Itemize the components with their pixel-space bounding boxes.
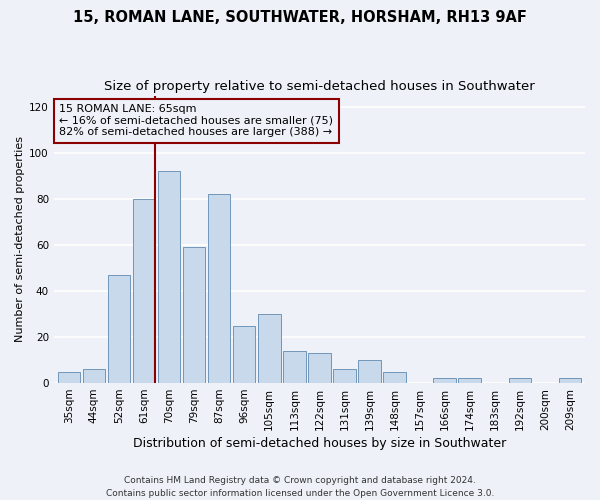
Bar [509, 378, 531, 383]
Bar [158, 172, 181, 383]
Bar [433, 378, 456, 383]
Bar [208, 194, 230, 383]
Text: 15, ROMAN LANE, SOUTHWATER, HORSHAM, RH13 9AF: 15, ROMAN LANE, SOUTHWATER, HORSHAM, RH1… [73, 10, 527, 25]
Bar [283, 351, 305, 383]
Bar [383, 372, 406, 383]
Bar [58, 372, 80, 383]
Bar [83, 370, 105, 383]
Title: Size of property relative to semi-detached houses in Southwater: Size of property relative to semi-detach… [104, 80, 535, 93]
Bar [458, 378, 481, 383]
Bar [107, 275, 130, 383]
Bar [333, 370, 356, 383]
Text: Contains HM Land Registry data © Crown copyright and database right 2024.
Contai: Contains HM Land Registry data © Crown c… [106, 476, 494, 498]
Bar [233, 326, 256, 383]
Bar [559, 378, 581, 383]
Bar [358, 360, 381, 383]
Bar [258, 314, 281, 383]
Bar [183, 248, 205, 383]
Bar [133, 199, 155, 383]
Text: 15 ROMAN LANE: 65sqm
← 16% of semi-detached houses are smaller (75)
82% of semi-: 15 ROMAN LANE: 65sqm ← 16% of semi-detac… [59, 104, 333, 138]
X-axis label: Distribution of semi-detached houses by size in Southwater: Distribution of semi-detached houses by … [133, 437, 506, 450]
Y-axis label: Number of semi-detached properties: Number of semi-detached properties [15, 136, 25, 342]
Bar [308, 353, 331, 383]
